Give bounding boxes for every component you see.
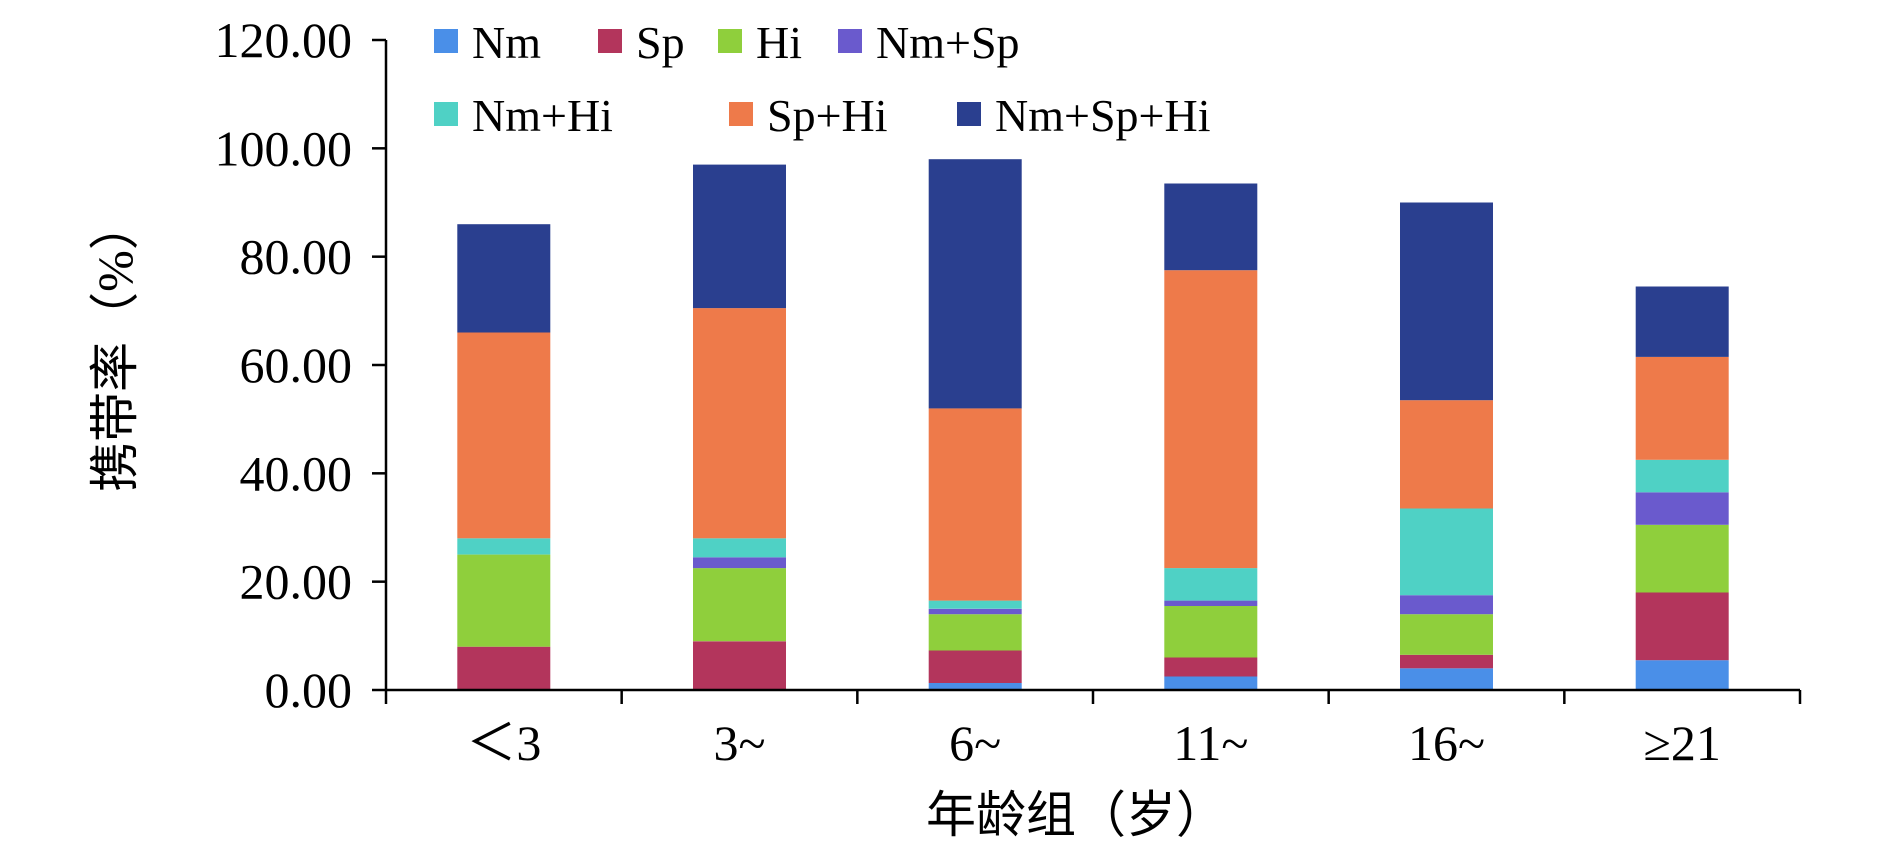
bar-segment-5-2	[1635, 524, 1729, 593]
legend-swatch-4	[434, 102, 458, 126]
axes	[372, 38, 1802, 704]
y-tick-label: 0.00	[265, 662, 353, 718]
bar-segment-3-6	[1164, 183, 1258, 271]
legend-label-0: Nm	[472, 17, 541, 68]
legend-swatch-6	[957, 102, 981, 126]
legend-swatch-3	[838, 29, 862, 53]
bar-segment-2-4	[928, 600, 1022, 609]
bar-segment-0-6	[457, 224, 551, 333]
bar-segment-1-4	[693, 538, 786, 558]
y-tick-label: 40.00	[240, 445, 353, 501]
y-tick-labels: 0.00 20.00 40.00 60.00 80.00 100.00 120.00	[215, 12, 353, 718]
legend-label-1: Sp	[636, 17, 685, 68]
bar-segment-5-1	[1635, 592, 1729, 661]
bar-segment-3-1	[1164, 657, 1258, 677]
bar-segment-3-0	[1164, 676, 1258, 690]
bar-segment-4-2	[1400, 614, 1493, 655]
y-axis-title: 携带率（%）	[87, 200, 143, 492]
bar-segment-3-5	[1164, 270, 1258, 569]
bar-segment-4-3	[1400, 595, 1493, 615]
legend-label-3: Nm+Sp	[876, 17, 1020, 68]
bar-segment-3-3	[1164, 600, 1258, 606]
legend-label-5: Sp+Hi	[767, 90, 888, 141]
bar-segment-2-2	[928, 614, 1022, 651]
bar-segment-5-5	[1635, 356, 1729, 460]
y-tick-label: 60.00	[240, 337, 353, 393]
bar-segment-4-6	[1400, 202, 1493, 401]
legend-swatch-2	[718, 29, 742, 53]
bar-segment-1-6	[693, 164, 786, 309]
bar-segment-0-5	[457, 332, 551, 539]
x-tick-label: ＜3	[466, 715, 541, 771]
y-tick-label: 100.00	[215, 120, 353, 176]
bar-segment-1-1	[693, 641, 786, 691]
bar-segment-5-6	[1635, 286, 1729, 357]
bar-segment-1-3	[693, 557, 786, 569]
bar-segment-4-4	[1400, 508, 1493, 596]
bar-segment-2-6	[928, 159, 1022, 409]
bar-segment-2-5	[928, 408, 1022, 601]
y-tick-label: 120.00	[215, 12, 353, 68]
x-tick-label: 11~	[1173, 715, 1248, 771]
bar-segment-2-1	[928, 650, 1022, 683]
x-tick-label: 3~	[713, 715, 765, 771]
x-tick-labels: ＜3 3~ 6~ 11~ 16~ ≥21	[466, 715, 1721, 771]
bar-segment-1-2	[693, 568, 786, 642]
x-tick-label: 6~	[949, 715, 1001, 771]
bar-segment-1-5	[693, 308, 786, 539]
bar-segment-4-1	[1400, 654, 1493, 669]
legend: Nm Sp Hi Nm+Sp Nm+Hi Sp+Hi Nm+Sp+Hi	[434, 17, 1210, 141]
bar-segment-3-4	[1164, 568, 1258, 601]
legend-label-2: Hi	[756, 17, 802, 68]
legend-swatch-1	[598, 29, 622, 53]
bar-segment-3-2	[1164, 606, 1258, 658]
x-tick-label: 16~	[1408, 715, 1485, 771]
bar-segment-5-3	[1635, 492, 1729, 525]
bar-segment-2-3	[928, 608, 1022, 615]
legend-label-4: Nm+Hi	[472, 90, 613, 141]
legend-label-6: Nm+Sp+Hi	[995, 90, 1210, 141]
bar-segment-4-5	[1400, 400, 1493, 509]
bar-segment-5-0	[1635, 660, 1729, 690]
y-tick-label: 80.00	[240, 229, 353, 285]
bar-segment-0-1	[457, 646, 551, 690]
y-tick-label: 20.00	[240, 554, 353, 610]
bars	[457, 159, 1729, 691]
legend-swatch-5	[729, 102, 753, 126]
legend-swatch-0	[434, 29, 458, 53]
x-axis-title: 年龄组（岁）	[926, 787, 1226, 843]
bar-segment-0-4	[457, 538, 551, 555]
bar-segment-4-0	[1400, 668, 1493, 690]
bar-segment-0-2	[457, 554, 551, 647]
bar-segment-5-4	[1635, 459, 1729, 493]
bar-segment-2-0	[928, 683, 1022, 690]
x-tick-label: ≥21	[1643, 715, 1720, 771]
